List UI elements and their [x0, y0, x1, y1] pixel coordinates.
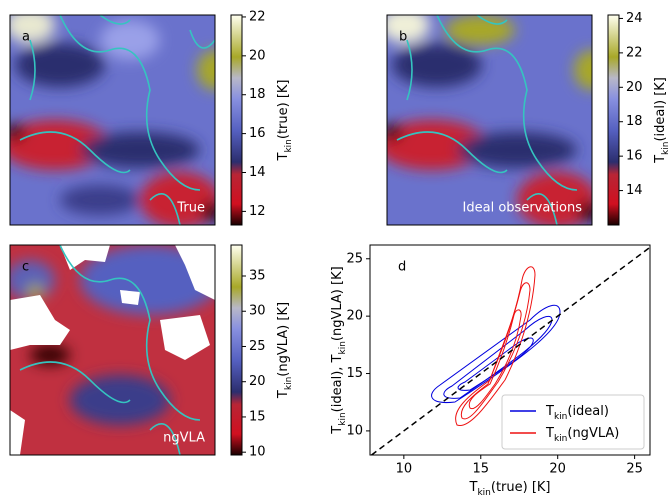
x-tick-label: 15 [472, 462, 489, 477]
x-tick-label: 20 [549, 462, 566, 477]
label-part: (ngVLA) [K] [276, 302, 291, 377]
panel-label: b [399, 30, 407, 45]
label-part: (ideal), T [330, 354, 345, 412]
label-part: T [545, 404, 554, 419]
colorbar-tick-label: 18 [249, 87, 266, 102]
label-part: T [653, 155, 668, 164]
one-to-one-line [371, 246, 651, 456]
colorbar-tick-label: 16 [249, 126, 266, 141]
colorbar-label: Tkin(true) [K] [276, 80, 294, 162]
y-axis-label: Tkin(ideal), Tkin(ngVLA) [K] [330, 266, 348, 434]
legend-label: Tkin(ideal) [545, 404, 609, 422]
subscript: kin [661, 142, 668, 155]
colorbar-tick-label: 20 [249, 374, 266, 389]
label-part: (ngVLA) [567, 426, 619, 441]
label-part: (ideal) [K] [653, 77, 668, 141]
subscript: kin [554, 412, 567, 422]
x-axis-label: Tkin(true) [K] [469, 480, 551, 495]
colorbar [607, 14, 620, 226]
contour-plot [431, 266, 561, 426]
panel-label: d [398, 260, 406, 275]
y-tick-label: 15 [346, 366, 363, 381]
label-part: (true) [K] [491, 480, 551, 495]
colorbar-tick-label: 20 [626, 80, 643, 95]
panel-label: c [22, 260, 29, 275]
image-frame [9, 244, 216, 456]
colorbar-tick-label: 22 [249, 9, 266, 24]
label-part: T [276, 390, 291, 399]
colorbar-tick-label: 25 [249, 339, 266, 354]
annotation: True [176, 201, 205, 216]
colorbar-label: Tkin(ideal) [K] [653, 77, 668, 164]
colorbar-label: Tkin(ngVLA) [K] [276, 302, 294, 399]
contour-set [455, 266, 536, 426]
subscript: kin [554, 434, 567, 444]
legend-label: Tkin(ngVLA) [545, 426, 619, 444]
legend-box [501, 394, 645, 450]
label-part: T [276, 153, 291, 162]
label-part: (ideal) [567, 404, 609, 419]
x-tick-label: 25 [626, 462, 643, 477]
subscript: kin [338, 412, 348, 425]
colorbar-tick-label: 22 [626, 45, 643, 60]
colorbar-tick-label: 14 [626, 183, 643, 198]
image-frame [9, 14, 216, 226]
label-part: T [330, 426, 345, 435]
image-frame [386, 14, 593, 226]
colorbar [230, 14, 243, 226]
annotation: ngVLA [163, 431, 205, 446]
colorbar-tick-label: 35 [249, 269, 266, 284]
map-ideal [387, 15, 592, 225]
colorbar-tick-label: 30 [249, 304, 266, 319]
colorbar-tick-label: 24 [626, 11, 643, 26]
y-tick-label: 20 [346, 309, 363, 324]
y-tick-label: 25 [346, 251, 363, 266]
label-part: (true) [K] [276, 80, 291, 140]
subscript: kin [477, 488, 490, 495]
colorbar [230, 244, 243, 456]
panel-label: a [22, 30, 30, 45]
colorbar-tick-label: 12 [249, 204, 266, 219]
map-true [10, 15, 215, 225]
colorbar-tick-label: 20 [249, 48, 266, 63]
label-part: T [469, 480, 478, 495]
annotation: Ideal observations [463, 201, 583, 216]
colorbar-tick-label: 14 [249, 165, 266, 180]
colorbar-tick-label: 15 [249, 409, 266, 424]
label-part: (ngVLA) [K] [330, 266, 345, 341]
contour-set [431, 304, 561, 404]
colorbar-tick-label: 16 [626, 149, 643, 164]
map-ngvla [10, 245, 215, 455]
subscript: kin [338, 341, 348, 354]
colorbar-tick-label: 10 [249, 445, 266, 460]
y-tick-label: 10 [346, 423, 363, 438]
subscript: kin [284, 139, 294, 152]
colorbar-tick-label: 18 [626, 114, 643, 129]
x-tick-label: 10 [396, 462, 413, 477]
axes-frame [369, 244, 651, 456]
label-part: T [545, 426, 554, 441]
subscript: kin [284, 377, 294, 390]
